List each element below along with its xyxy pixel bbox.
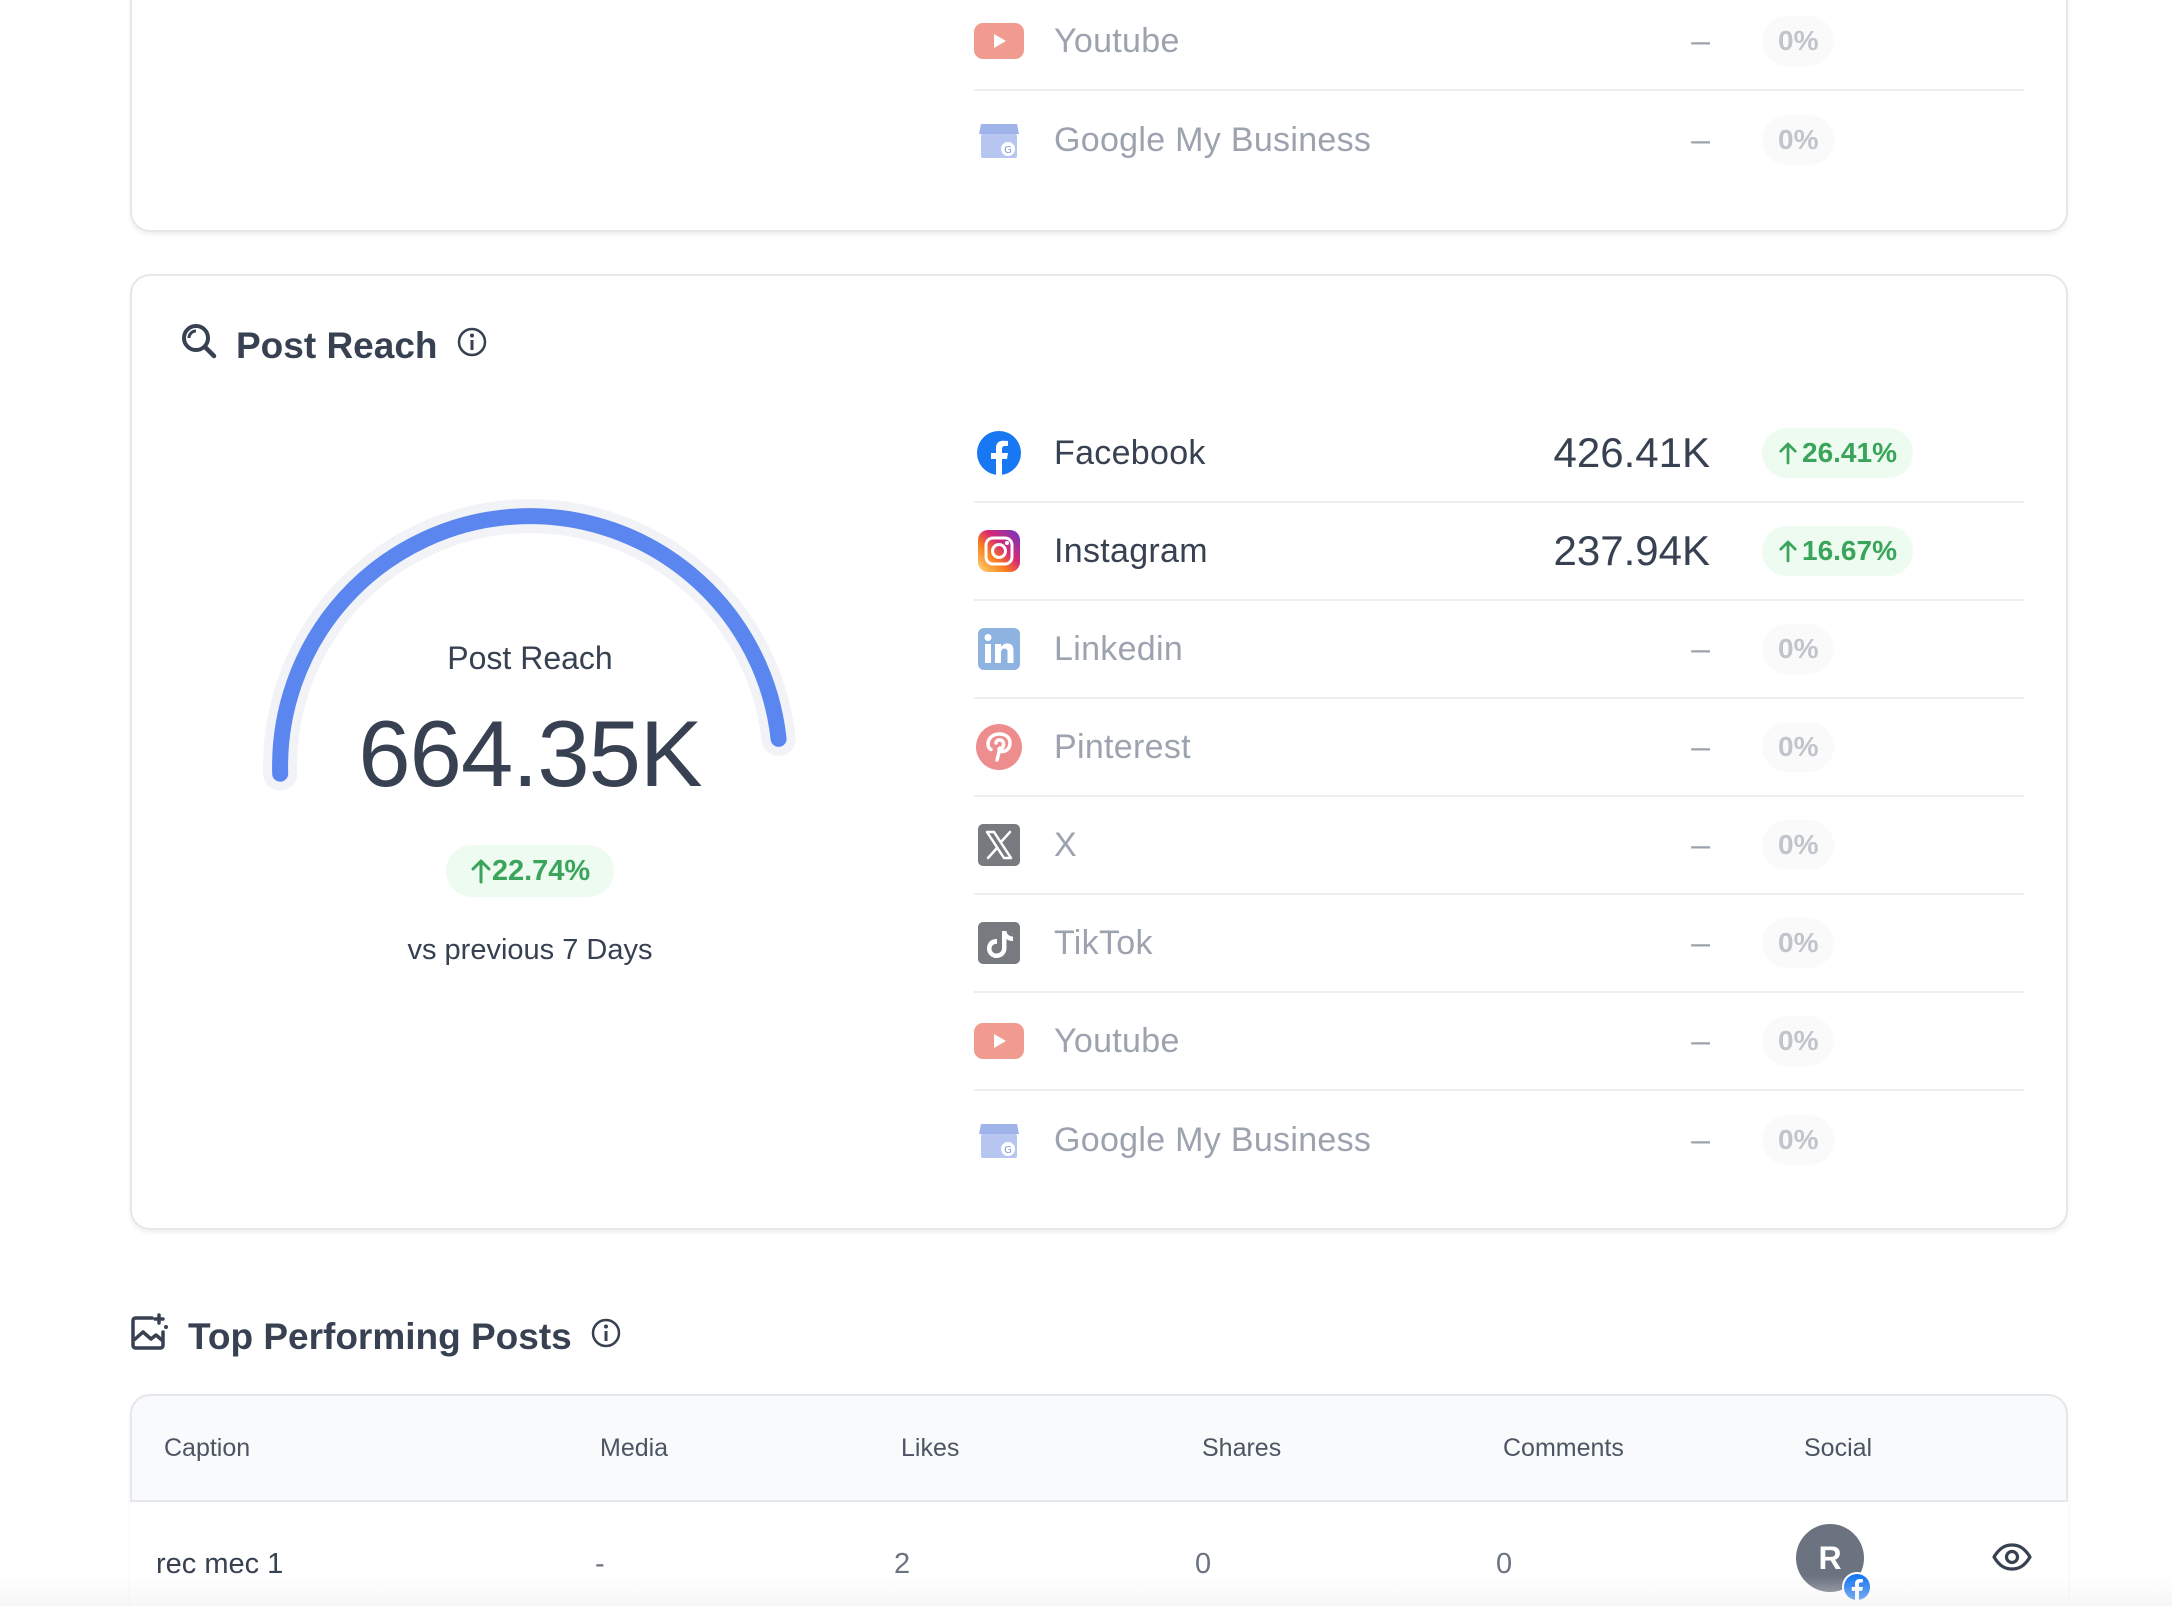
platform-value: – [1691,727,1710,766]
info-icon[interactable] [590,1316,622,1358]
column-header-shares[interactable]: Shares [1202,1434,1282,1462]
platform-name: Youtube [1054,21,1180,60]
post-reach-header: Post Reach [180,322,488,369]
platform-change: 0% [1762,722,1835,772]
column-header-likes[interactable]: Likes [901,1434,960,1462]
google-my-business-icon: G [974,115,1024,165]
platform-change: 0% [1762,115,1835,165]
platform-value: – [1691,1120,1710,1159]
platform-name: Linkedin [1054,629,1184,668]
platform-change: 16.67% [1762,526,1913,576]
google-my-business-icon: G [974,1115,1024,1165]
top-posts-header: Top Performing Posts [130,1312,622,1361]
image-post-icon [130,1312,170,1361]
section-title: Top Performing Posts [188,1315,572,1357]
platform-row-instagram: Instagram 237.94K 16.67% [974,503,2024,601]
column-header-comments[interactable]: Comments [1503,1434,1624,1462]
cell-caption: rec mec 1 [156,1548,284,1580]
platform-row-linkedin: Linkedin – 0% [974,601,2024,699]
platform-name: TikTok [1054,923,1153,962]
platform-value: – [1691,120,1710,159]
platform-name: Google My Business [1054,120,1372,159]
platform-row-youtube: Youtube – 0% [974,0,2024,91]
column-header-media[interactable]: Media [600,1434,669,1462]
platform-change: 0% [1762,624,1835,674]
arrow-up-icon [1779,540,1797,563]
platform-value: – [1691,1021,1710,1060]
cell-shares: 0 [1195,1548,1212,1580]
cell-media: - [595,1548,605,1580]
platform-change: 0% [1762,918,1835,968]
bottom-fade [0,1576,2172,1606]
avatar-initial: R [1818,1539,1842,1576]
platform-change-value: 16.67% [1802,535,1897,566]
column-header-caption[interactable]: Caption [164,1434,251,1462]
platform-name: Facebook [1054,433,1206,472]
search-icon [180,322,218,369]
platform-name: Youtube [1054,1021,1180,1060]
cell-comments: 0 [1496,1548,1513,1580]
platform-value: 426.41K [1553,429,1710,476]
youtube-icon [974,16,1024,66]
gauge-fill [272,508,787,782]
post-reach-card [130,274,2068,1230]
instagram-icon [974,526,1024,576]
platform-value: 237.94K [1553,527,1710,574]
gauge-title: Post Reach [447,640,613,676]
platform-change: 0% [1762,16,1835,66]
platform-row-pinterest: Pinterest – 0% [974,699,2024,797]
facebook-icon [974,428,1024,478]
platform-change: 0% [1762,1115,1835,1165]
cell-likes: 2 [894,1548,911,1580]
svg-text:G: G [1004,145,1012,156]
platform-change: 26.41% [1762,428,1913,478]
engagement-card [130,0,2068,232]
tiktok-icon [974,918,1024,968]
platform-row-google-my-business: G Google My Business – 0% [974,91,2024,189]
platform-name: X [1054,825,1077,864]
pinterest-icon [974,722,1024,772]
gauge-change-value: 22.74% [491,854,591,887]
platform-name: Pinterest [1054,727,1191,766]
column-header-social[interactable]: Social [1804,1434,1873,1462]
platform-name: Google My Business [1054,1120,1372,1159]
youtube-icon [974,1016,1024,1066]
platform-value: – [1691,923,1710,962]
platform-value: – [1691,825,1710,864]
post-reach-gauge [263,499,796,791]
arrow-up-icon [471,859,491,884]
gauge-compare-text: vs previous 7 Days [407,934,653,966]
platform-row-google-my-business: G Google My Business – 0% [974,1091,2024,1189]
platform-row-tiktok: TikTok – 0% [974,895,2024,993]
platform-change: 0% [1762,1016,1835,1066]
arrow-up-icon [1779,442,1797,465]
linkedin-icon [974,624,1024,674]
platform-row-youtube: Youtube – 0% [974,993,2024,1091]
platform-change-value: 26.41% [1802,437,1897,468]
platform-row-x: X – 0% [974,797,2024,895]
gauge-value: 664.35K [358,701,702,806]
section-title: Post Reach [236,324,438,366]
platform-change: 0% [1762,820,1835,870]
platform-row-facebook: Facebook 426.41K 26.41% [974,405,2024,503]
x-icon [974,820,1024,870]
platform-value: – [1691,629,1710,668]
platform-name: Instagram [1054,531,1208,570]
svg-text:G: G [1004,1145,1012,1156]
info-icon[interactable] [456,325,488,367]
eye-icon[interactable] [1992,1542,2032,1577]
platform-value: – [1691,21,1710,60]
gauge-change-badge: 22.74% [446,845,614,897]
